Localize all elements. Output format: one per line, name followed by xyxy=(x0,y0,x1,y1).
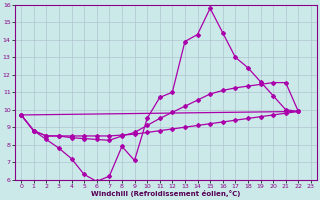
X-axis label: Windchill (Refroidissement éolien,°C): Windchill (Refroidissement éolien,°C) xyxy=(91,190,241,197)
